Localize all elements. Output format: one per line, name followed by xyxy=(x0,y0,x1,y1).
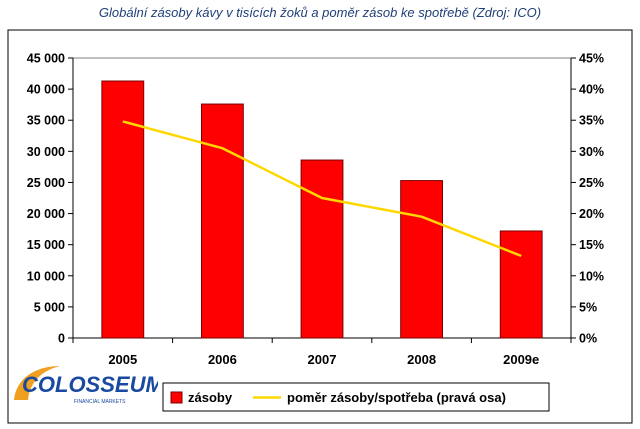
legend-label-bars: zásoby xyxy=(188,390,233,405)
chart-title: Globální zásoby kávy v tisících žoků a p… xyxy=(98,5,542,20)
left-tick-label: 30 000 xyxy=(27,145,65,159)
right-tick-label: 25% xyxy=(579,176,604,190)
x-tick-label: 2006 xyxy=(208,352,237,367)
line-series xyxy=(122,120,522,258)
left-axis-ticks: 0 5 000 10 000 15 000 20 000 25 000 30 000 35 0… xyxy=(27,52,73,346)
left-tick-label: 25 000 xyxy=(27,176,65,190)
logo-subtext: FINANCIAL MARKETS xyxy=(74,399,126,405)
legend-label-line: poměr zásoby/spotřeba (pravá osa) xyxy=(287,390,506,405)
right-tick-label: 0% xyxy=(579,332,597,346)
right-tick-label: 5% xyxy=(579,300,597,314)
bar xyxy=(200,103,244,339)
x-tick-label: 2007 xyxy=(308,352,337,367)
right-tick-label: 30% xyxy=(579,145,604,159)
legend-swatch-bars xyxy=(170,391,183,404)
right-tick-label: 35% xyxy=(579,114,604,128)
left-tick-label: 0 xyxy=(58,332,65,346)
right-tick-label: 40% xyxy=(579,83,604,97)
logo-swoosh xyxy=(14,366,60,400)
left-tick-label: 40 000 xyxy=(27,83,65,97)
left-tick-label: 20 000 xyxy=(27,207,65,221)
legend-box xyxy=(162,382,550,412)
bar xyxy=(300,159,344,339)
x-tick-label: 2005 xyxy=(108,352,137,367)
bar xyxy=(400,180,444,339)
colosseum-logo: COLOSSEUM FINANCIAL MARKETS xyxy=(8,360,158,410)
legend: zásoby poměr zásoby/spotřeba (pravá osa) xyxy=(162,382,550,412)
bar xyxy=(101,80,145,339)
right-tick-label: 10% xyxy=(579,269,604,283)
right-axis-ticks: 0% 5% 10% 15% 20% 25% 30% 35% 40% 45% xyxy=(571,52,604,346)
left-tick-label: 45 000 xyxy=(27,52,65,66)
left-tick-label: 15 000 xyxy=(27,238,65,252)
right-tick-label: 45% xyxy=(579,52,604,66)
ratio-line xyxy=(122,120,522,258)
logo-text: COLOSSEUM xyxy=(22,372,158,397)
left-tick-label: 35 000 xyxy=(27,114,65,128)
bar xyxy=(499,230,543,339)
x-tick-label: 2008 xyxy=(407,352,436,367)
left-tick-label: 5 000 xyxy=(34,300,65,314)
right-tick-label: 15% xyxy=(579,238,604,252)
x-tick-label: 2009e xyxy=(503,352,539,367)
left-tick-label: 10 000 xyxy=(27,269,65,283)
right-tick-label: 20% xyxy=(579,207,604,221)
bar-series xyxy=(101,80,543,339)
category-labels: 2005 2006 2007 2008 2009e xyxy=(72,338,572,367)
